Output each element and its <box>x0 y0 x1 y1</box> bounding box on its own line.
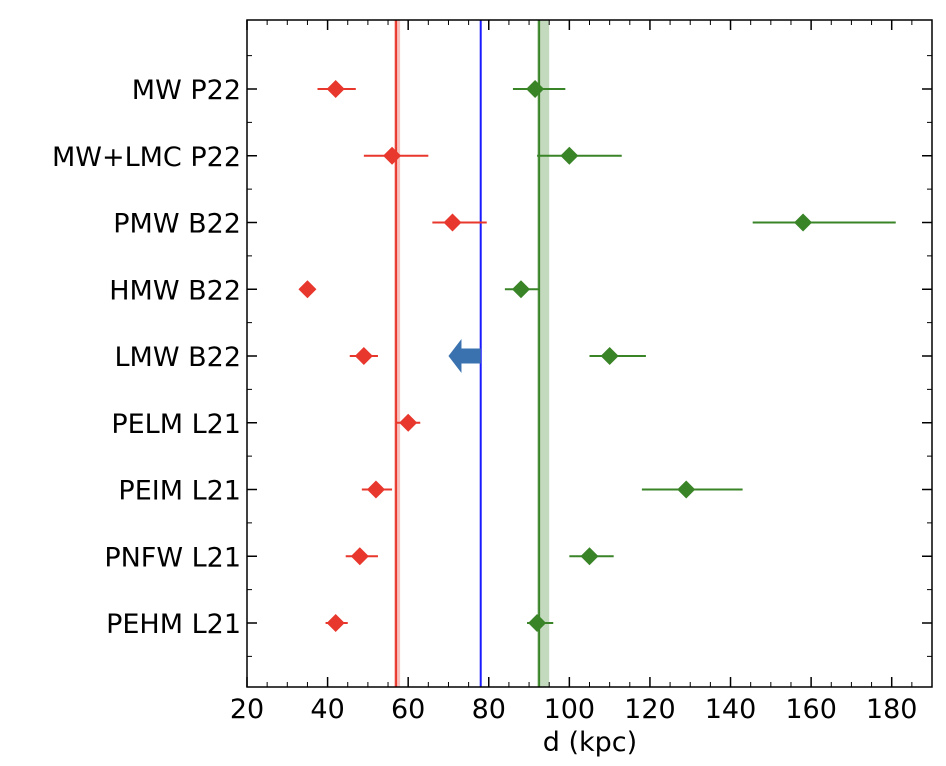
x-tick-label: 60 <box>391 694 425 725</box>
y-category-label: LMW B22 <box>115 342 242 373</box>
x-tick-labels: 20 40 60 80 100 120 140 160 180 <box>230 694 918 725</box>
x-tick-label: 160 <box>785 694 837 725</box>
x-tick-label: 140 <box>705 694 757 725</box>
y-category-labels: MW P22 MW+LMC P22 PMW B22 HMW B22 LMW B22 PEL… <box>52 75 241 640</box>
red-series-marker <box>298 280 317 299</box>
x-tick-label: 20 <box>230 694 264 725</box>
y-category-label: PMW B22 <box>113 209 241 240</box>
y-category-label: PEHM L21 <box>106 609 241 640</box>
y-category-label: PNFW L21 <box>104 542 241 573</box>
x-tick-label: 80 <box>472 694 506 725</box>
red-series-band <box>394 20 401 687</box>
red-series-marker <box>326 614 345 632</box>
y-category-label: PEIM L21 <box>118 476 241 507</box>
upper-limit-arrow <box>448 339 481 373</box>
green-series-marker <box>528 614 547 632</box>
green-series-marker <box>677 480 696 499</box>
y-category-label: MW+LMC P22 <box>52 142 241 173</box>
axes-frame <box>246 19 933 688</box>
x-tick-label: 180 <box>866 694 918 725</box>
green-series-marker <box>560 146 579 165</box>
x-tick-label: 40 <box>310 694 344 725</box>
data-markers <box>298 80 813 632</box>
green-series-marker <box>580 547 599 566</box>
green-series-marker <box>600 347 619 365</box>
red-series-marker <box>366 480 385 499</box>
red-series-marker <box>354 347 373 365</box>
error-bars <box>301 88 896 624</box>
plot-frame <box>246 19 933 688</box>
green-series-marker <box>526 80 545 98</box>
x-axis-label: d (kpc) <box>543 727 637 758</box>
green-series-marker <box>794 213 813 232</box>
red-series-marker <box>326 80 345 98</box>
axis-ticks <box>246 20 932 687</box>
x-tick-label: 120 <box>624 694 676 725</box>
green-series-band <box>537 20 550 687</box>
red-series-marker <box>443 213 462 232</box>
y-category-label: HMW B22 <box>109 275 241 306</box>
red-series-marker <box>399 413 418 432</box>
red-series-marker <box>350 547 369 566</box>
x-tick-label: 100 <box>544 694 596 725</box>
y-category-label: PELM L21 <box>111 409 241 440</box>
limit-arrow <box>448 339 481 373</box>
green-series-marker <box>512 280 530 299</box>
red-series-marker <box>383 146 402 165</box>
y-category-label: MW P22 <box>132 75 241 106</box>
